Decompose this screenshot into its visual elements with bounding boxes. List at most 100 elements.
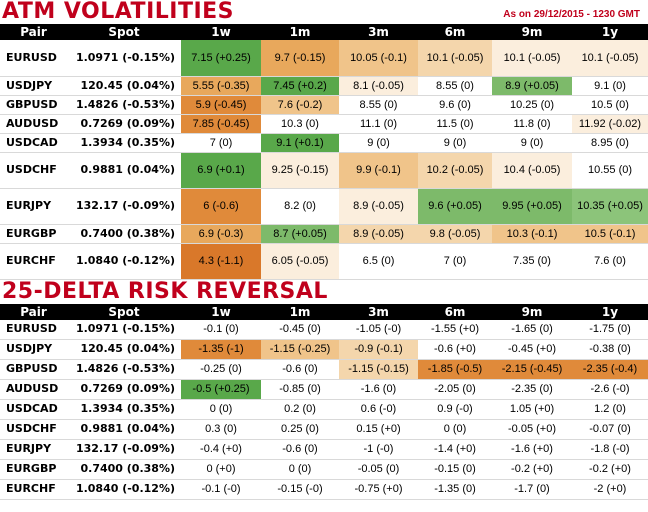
- value-cell-1m: 0 (0): [261, 459, 339, 480]
- table-row: AUDUSD 0.7269 (0.09%) -0.5 (+0.25) -0.85 (0…: [0, 379, 648, 400]
- value-cell-9m: 7.35 (0): [492, 243, 572, 280]
- spot-cell: 132.17 (-0.09%): [67, 188, 181, 225]
- value-cell-6m: -1.85 (-0.5): [418, 359, 492, 380]
- value-cell-3m: -1.15 (-0.15): [339, 359, 418, 380]
- value-cell-3m: -1 (-0): [339, 439, 418, 460]
- value-cell-1w: 7 (0): [181, 133, 261, 153]
- value-cell-3m: -1.6 (0): [339, 379, 418, 400]
- table-row: EURJPY 132.17 (-0.09%) 6 (-0.6) 8.2 (0) 8.9 …: [0, 188, 648, 225]
- col-header-6m: 6m: [418, 303, 492, 320]
- pair-cell: USDCHF: [0, 152, 67, 189]
- spot-cell: 1.0971 (-0.15%): [67, 40, 181, 77]
- table-row: USDJPY 120.45 (0.04%) -1.35 (-1) -1.15 (-0.…: [0, 339, 648, 360]
- value-cell-3m: 9 (0): [339, 133, 418, 153]
- value-cell-1y: -1.75 (0): [572, 319, 648, 340]
- value-cell-3m: 0.6 (-0): [339, 399, 418, 420]
- value-cell-1w: -0.1 (-0): [181, 479, 261, 500]
- spot-cell: 1.0971 (-0.15%): [67, 319, 181, 340]
- col-header-6m: 6m: [418, 24, 492, 40]
- col-header-1w: 1w: [181, 303, 261, 320]
- value-cell-1m: 8.7 (+0.05): [261, 224, 339, 244]
- pair-cell: GBPUSD: [0, 359, 67, 380]
- value-cell-1m: 7.45 (+0.2): [261, 76, 339, 96]
- spot-cell: 1.3934 (0.35%): [67, 399, 181, 420]
- value-cell-1w: 7.85 (-0.45): [181, 114, 261, 134]
- value-cell-6m: -1.35 (0): [418, 479, 492, 500]
- pair-cell: AUDUSD: [0, 379, 67, 400]
- value-cell-1y: 7.6 (0): [572, 243, 648, 280]
- value-cell-1y: -0.2 (+0): [572, 459, 648, 480]
- table-row: USDJPY 120.45 (0.04%) 5.55 (-0.35) 7.45 (+0…: [0, 76, 648, 96]
- value-cell-1m: -0.6 (0): [261, 439, 339, 460]
- value-cell-3m: 10.05 (-0.1): [339, 40, 418, 77]
- value-cell-3m: 8.9 (-0.05): [339, 188, 418, 225]
- table-row: AUDUSD 0.7269 (0.09%) 7.85 (-0.45) 10.3 (0)…: [0, 114, 648, 134]
- value-cell-1y: -0.07 (0): [572, 419, 648, 440]
- table-row: USDCHF 0.9881 (0.04%) 6.9 (+0.1) 9.25 (-0.1…: [0, 152, 648, 189]
- value-cell-6m: -2.05 (0): [418, 379, 492, 400]
- value-cell-1y: -2.6 (-0): [572, 379, 648, 400]
- value-cell-1m: -0.6 (0): [261, 359, 339, 380]
- value-cell-1w: 6 (-0.6): [181, 188, 261, 225]
- value-cell-9m: 10.3 (-0.1): [492, 224, 572, 244]
- pair-cell: USDCAD: [0, 133, 67, 153]
- risk-reversal-table: Pair Spot 1w 1m 3m 6m 9m 1y EURUSD 1.0971…: [0, 303, 648, 500]
- spot-cell: 120.45 (0.04%): [67, 339, 181, 360]
- value-cell-9m: -2.15 (-0.45): [492, 359, 572, 380]
- value-cell-6m: 9.6 (0): [418, 95, 492, 115]
- col-header-1m: 1m: [261, 303, 339, 320]
- spot-cell: 120.45 (0.04%): [67, 76, 181, 96]
- value-cell-6m: -1.4 (+0): [418, 439, 492, 460]
- value-cell-9m: -0.2 (+0): [492, 459, 572, 480]
- value-cell-3m: 0.15 (+0): [339, 419, 418, 440]
- value-cell-1w: -1.35 (-1): [181, 339, 261, 360]
- table-row: EURGBP 0.7400 (0.38%) 0 (+0) 0 (0) -0.05 (0)…: [0, 459, 648, 480]
- spot-cell: 0.7269 (0.09%): [67, 114, 181, 134]
- col-header-1y: 1y: [572, 24, 648, 40]
- value-cell-9m: 10.1 (-0.05): [492, 40, 572, 77]
- col-header-3m: 3m: [339, 303, 418, 320]
- value-cell-6m: 10.1 (-0.05): [418, 40, 492, 77]
- value-cell-9m: -0.05 (+0): [492, 419, 572, 440]
- value-cell-1w: 0 (0): [181, 399, 261, 420]
- table-row: EURCHF 1.0840 (-0.12%) -0.1 (-0) -0.15 (-0)…: [0, 479, 648, 500]
- value-cell-1w: 0.3 (0): [181, 419, 261, 440]
- value-cell-1y: 10.1 (-0.05): [572, 40, 648, 77]
- value-cell-1w: 0 (+0): [181, 459, 261, 480]
- value-cell-9m: 10.4 (-0.05): [492, 152, 572, 189]
- value-cell-1m: 10.3 (0): [261, 114, 339, 134]
- value-cell-9m: -1.7 (0): [492, 479, 572, 500]
- value-cell-3m: 11.1 (0): [339, 114, 418, 134]
- col-header-3m: 3m: [339, 24, 418, 40]
- table-row: EURCHF 1.0840 (-0.12%) 4.3 (-1.1) 6.05 (-0.…: [0, 243, 648, 280]
- spot-cell: 132.17 (-0.09%): [67, 439, 181, 460]
- value-cell-9m: 9 (0): [492, 133, 572, 153]
- col-header-pair: Pair: [0, 24, 67, 40]
- table-row: GBPUSD 1.4826 (-0.53%) 5.9 (-0.45) 7.6 (-0.…: [0, 95, 648, 115]
- value-cell-1y: -1.8 (-0): [572, 439, 648, 460]
- value-cell-3m: -0.05 (0): [339, 459, 418, 480]
- value-cell-1m: -0.45 (0): [261, 319, 339, 340]
- value-cell-1y: 11.92 (-0.02): [572, 114, 648, 134]
- value-cell-6m: -0.6 (+0): [418, 339, 492, 360]
- value-cell-9m: 10.25 (0): [492, 95, 572, 115]
- spot-cell: 0.9881 (0.04%): [67, 152, 181, 189]
- value-cell-1y: 10.5 (0): [572, 95, 648, 115]
- pair-cell: GBPUSD: [0, 95, 67, 115]
- value-cell-3m: 8.1 (-0.05): [339, 76, 418, 96]
- value-cell-1w: 4.3 (-1.1): [181, 243, 261, 280]
- atm-title: ATM VOLATILITIES: [2, 0, 235, 24]
- value-cell-6m: 9 (0): [418, 133, 492, 153]
- value-cell-1m: 9.7 (-0.15): [261, 40, 339, 77]
- value-cell-9m: 11.8 (0): [492, 114, 572, 134]
- spot-cell: 1.4826 (-0.53%): [67, 359, 181, 380]
- value-cell-1w: -0.5 (+0.25): [181, 379, 261, 400]
- value-cell-1w: -0.25 (0): [181, 359, 261, 380]
- value-cell-6m: -0.15 (0): [418, 459, 492, 480]
- table-row: EURUSD 1.0971 (-0.15%) 7.15 (+0.25) 9.7 (-0…: [0, 40, 648, 77]
- value-cell-9m: -2.35 (0): [492, 379, 572, 400]
- table-row: GBPUSD 1.4826 (-0.53%) -0.25 (0) -0.6 (0) -1…: [0, 359, 648, 380]
- spot-cell: 1.0840 (-0.12%): [67, 243, 181, 280]
- pair-cell: EURUSD: [0, 319, 67, 340]
- value-cell-9m: -0.45 (+0): [492, 339, 572, 360]
